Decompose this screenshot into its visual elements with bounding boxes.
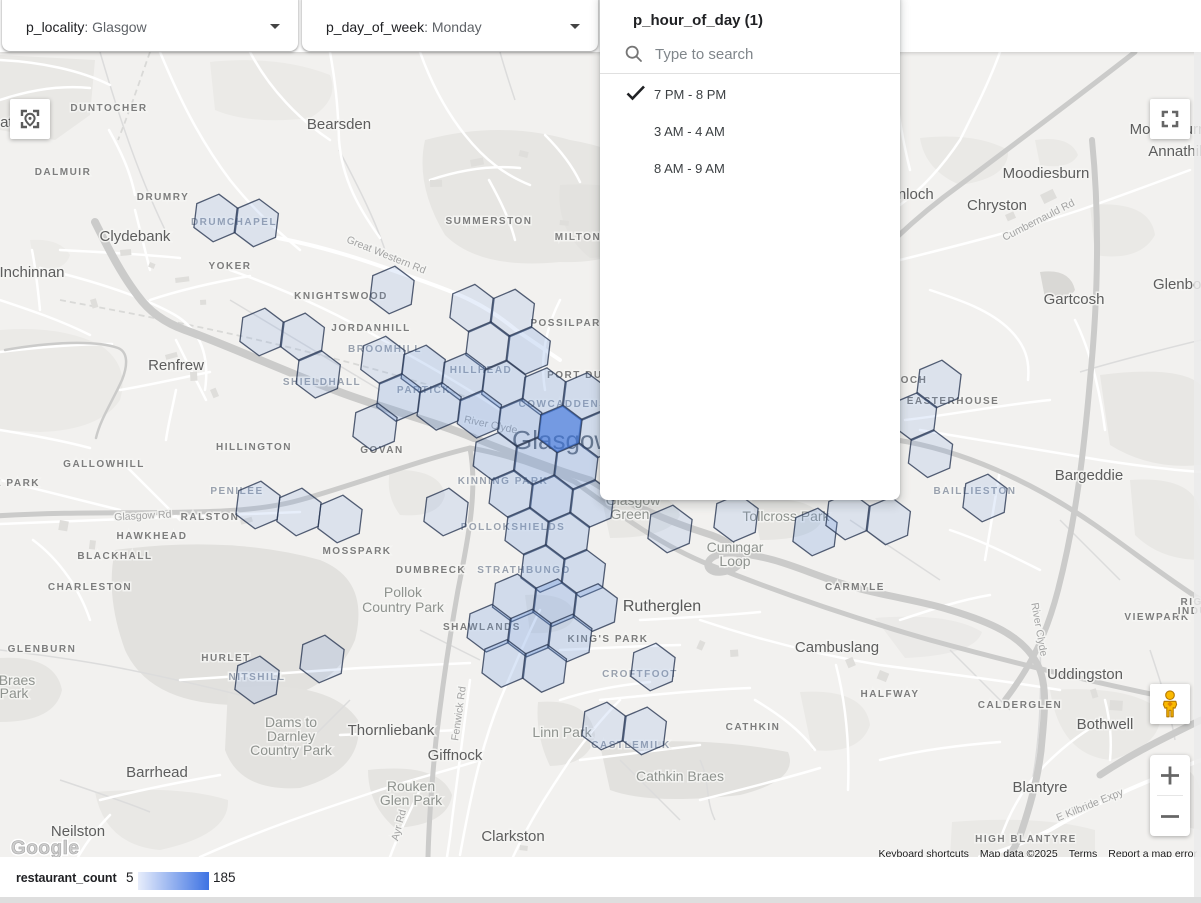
svg-text:Barrhead: Barrhead <box>126 764 188 781</box>
svg-text:HURLET: HURLET <box>201 653 251 664</box>
svg-text:Cathkin Braes: Cathkin Braes <box>636 768 724 784</box>
svg-text:Cuningar: Cuningar <box>707 539 764 555</box>
svg-text:POLLOKSHIELDS: POLLOKSHIELDS <box>461 522 566 533</box>
svg-text:Chryston: Chryston <box>967 197 1027 214</box>
svg-text:HILLHEAD: HILLHEAD <box>450 365 513 376</box>
svg-text:NITSHILL: NITSHILL <box>229 672 286 683</box>
svg-text:GOVAN: GOVAN <box>360 445 403 456</box>
svg-text:SHIELDHALL: SHIELDHALL <box>283 377 361 388</box>
svg-text:CATHKIN: CATHKIN <box>726 722 781 733</box>
svg-text:Bothwell: Bothwell <box>1077 716 1134 733</box>
svg-text:KING'S PARK: KING'S PARK <box>568 634 649 645</box>
svg-text:Neilston: Neilston <box>51 823 105 840</box>
svg-text:GALLOWHILL: GALLOWHILL <box>63 459 145 470</box>
svg-text:Google: Google <box>11 838 79 859</box>
svg-text:Park: Park <box>0 685 29 701</box>
svg-text:CHARLESTON: CHARLESTON <box>48 582 132 593</box>
svg-text:BROOMHILL: BROOMHILL <box>348 344 422 355</box>
svg-text:Clarkston: Clarkston <box>481 828 544 845</box>
svg-text:HAWKHEAD: HAWKHEAD <box>117 531 188 542</box>
svg-text:E PARK: E PARK <box>0 478 40 489</box>
svg-text:HIGH BLANTYRE: HIGH BLANTYRE <box>975 834 1077 845</box>
svg-text:Inchinnan: Inchinnan <box>0 264 65 281</box>
svg-text:Glenboig: Glenboig <box>1153 276 1201 293</box>
svg-text:DUMBRECK: DUMBRECK <box>396 565 466 576</box>
svg-text:CALDERGLEN: CALDERGLEN <box>978 700 1062 711</box>
svg-text:POSSILPARK: POSSILPARK <box>530 318 609 329</box>
svg-text:Braes: Braes <box>0 672 35 688</box>
svg-text:CROFTFOOT: CROFTFOOT <box>602 669 678 680</box>
svg-text:MOSSPARK: MOSSPARK <box>322 546 391 557</box>
svg-text:Rouken: Rouken <box>387 778 435 794</box>
svg-text:Blantyre: Blantyre <box>1012 779 1067 796</box>
svg-text:Google: Google <box>11 838 79 859</box>
svg-text:MILTON: MILTON <box>555 232 601 243</box>
svg-text:DALMUIR: DALMUIR <box>35 167 92 178</box>
svg-text:Bearsden: Bearsden <box>307 116 371 133</box>
svg-text:Cambuslang: Cambuslang <box>795 639 879 656</box>
svg-text:BAILLIESTON: BAILLIESTON <box>934 486 1017 497</box>
svg-text:HALFWAY: HALFWAY <box>860 689 919 700</box>
svg-text:Renfrew: Renfrew <box>148 357 204 374</box>
svg-text:HILLINGTON: HILLINGTON <box>216 442 292 453</box>
svg-text:Green: Green <box>611 506 650 522</box>
svg-text:Gartcosh: Gartcosh <box>1044 291 1105 308</box>
svg-text:Dams to: Dams to <box>265 714 317 730</box>
svg-text:DRUMCHAPEL: DRUMCHAPEL <box>191 217 277 228</box>
svg-text:Bargeddie: Bargeddie <box>1055 467 1123 484</box>
svg-text:Rutherglen: Rutherglen <box>623 598 701 615</box>
svg-text:CASTLEMILK: CASTLEMILK <box>591 740 670 751</box>
svg-text:SUMMERSTON: SUMMERSTON <box>445 216 532 227</box>
svg-text:DUNTOCHER: DUNTOCHER <box>70 103 147 114</box>
svg-text:DRUMRY: DRUMRY <box>137 192 190 203</box>
svg-text:SHAWLANDS: SHAWLANDS <box>443 622 521 633</box>
svg-text:STRATHBUNGO: STRATHBUNGO <box>477 565 571 576</box>
svg-text:RALSTON: RALSTON <box>181 512 240 523</box>
svg-text:JORDANHILL: JORDANHILL <box>331 323 410 334</box>
svg-text:Darnley: Darnley <box>267 728 315 744</box>
svg-text:GLENBURN: GLENBURN <box>8 644 77 655</box>
svg-text:Uddingston: Uddingston <box>1047 666 1123 683</box>
svg-text:KNIGHTSWOOD: KNIGHTSWOOD <box>294 291 388 302</box>
svg-text:Moodiesburn: Moodiesburn <box>1003 165 1090 182</box>
svg-text:Glen Park: Glen Park <box>380 792 443 808</box>
svg-text:YOKER: YOKER <box>208 261 251 272</box>
svg-text:Clydebank: Clydebank <box>100 228 171 245</box>
svg-text:Country Park: Country Park <box>362 599 445 615</box>
svg-text:Country Park: Country Park <box>250 742 333 758</box>
svg-text:CARMYLE: CARMYLE <box>825 582 885 593</box>
svg-text:BLACKHALL: BLACKHALL <box>77 551 152 562</box>
svg-text:Pollok: Pollok <box>384 584 423 600</box>
svg-text:Linn Park: Linn Park <box>532 724 592 740</box>
svg-text:VIEWPARK: VIEWPARK <box>1124 612 1189 623</box>
svg-text:Annathill: Annathill <box>1148 143 1201 160</box>
svg-text:Giffnock: Giffnock <box>428 747 483 764</box>
svg-text:Glasgow Rd: Glasgow Rd <box>114 509 172 524</box>
svg-text:PENILEE: PENILEE <box>210 486 263 497</box>
svg-text:Thornliebank: Thornliebank <box>348 722 435 739</box>
svg-text:Loop: Loop <box>719 553 750 569</box>
